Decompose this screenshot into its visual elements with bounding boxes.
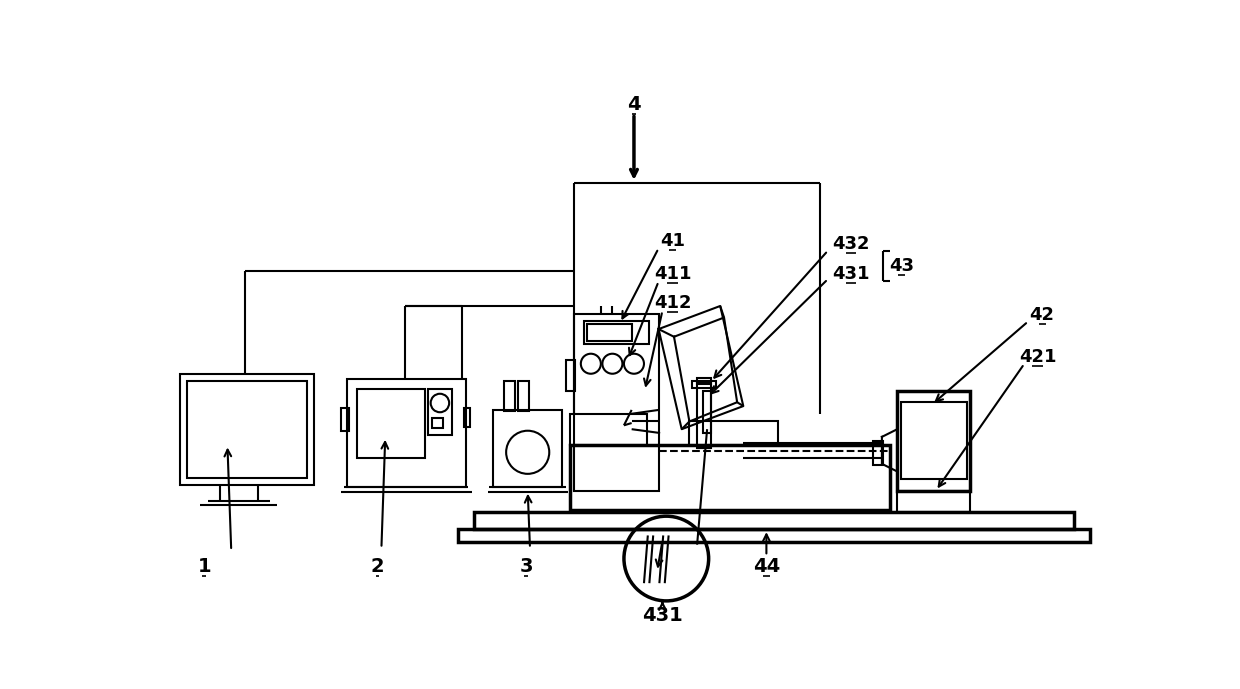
Bar [341, 408, 350, 431]
Bar [901, 402, 967, 480]
Text: 3: 3 [520, 557, 533, 576]
Bar [570, 444, 889, 510]
Bar [428, 389, 453, 435]
Bar [347, 379, 466, 487]
Text: 2: 2 [371, 557, 384, 576]
Text: 44: 44 [753, 557, 780, 576]
Text: 4: 4 [627, 95, 641, 114]
Text: 432: 432 [832, 236, 869, 254]
Text: 412: 412 [653, 294, 691, 312]
Bar [574, 313, 658, 491]
Bar [474, 511, 1074, 528]
Bar [567, 360, 575, 391]
Bar [464, 408, 470, 427]
Bar [187, 382, 306, 477]
Text: 42: 42 [1029, 306, 1054, 325]
Bar [697, 383, 711, 449]
Text: 1: 1 [197, 557, 211, 576]
Bar [584, 321, 649, 344]
Bar [357, 389, 424, 458]
Bar [703, 391, 711, 433]
Text: 431: 431 [642, 606, 683, 625]
Text: 411: 411 [653, 265, 691, 282]
Text: 43: 43 [889, 257, 914, 275]
Bar [873, 441, 883, 465]
Bar [587, 325, 631, 342]
Text: 41: 41 [660, 232, 684, 249]
Bar [459, 528, 1090, 542]
Bar [503, 382, 515, 411]
Bar [570, 414, 647, 444]
Bar [689, 422, 777, 444]
Bar [898, 391, 971, 491]
Bar [518, 382, 529, 411]
Text: 431: 431 [832, 265, 869, 282]
Bar [692, 382, 717, 388]
Bar [898, 491, 971, 513]
Bar [180, 373, 315, 485]
Bar [433, 418, 443, 429]
Bar [494, 410, 563, 487]
Bar [697, 378, 711, 384]
Text: 421: 421 [1019, 348, 1056, 366]
